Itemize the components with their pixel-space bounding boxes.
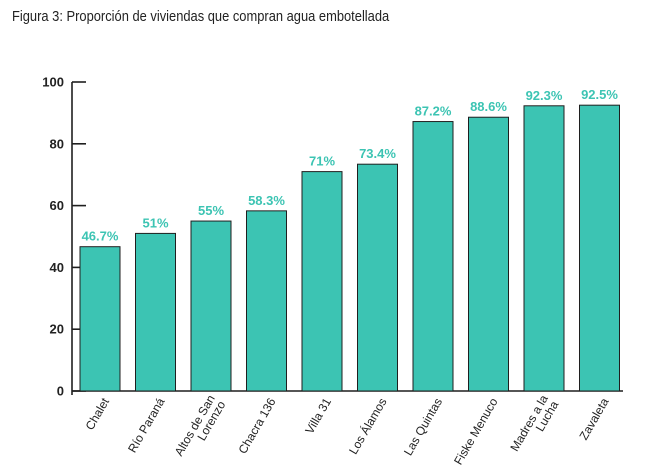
x-tick-label-line: Fiske Menuco bbox=[451, 395, 501, 467]
x-tick-label: Villa 31 bbox=[302, 395, 334, 436]
bar bbox=[468, 116, 509, 392]
x-tick-label-line: Villa 31 bbox=[302, 395, 334, 436]
data-label: 51% bbox=[142, 215, 168, 230]
x-tick-label-line: Los Álamos bbox=[345, 395, 389, 457]
y-tick-label: 0 bbox=[57, 384, 64, 399]
x-tick-label: Chalet bbox=[83, 395, 113, 433]
data-label: 58.3% bbox=[248, 193, 285, 208]
chart-bars bbox=[79, 104, 620, 392]
bar bbox=[579, 104, 620, 392]
chart-axes: 0 20 40 60 80 100 bbox=[42, 75, 623, 399]
x-tick-label: Zavaleta bbox=[576, 395, 611, 442]
x-tick-label-line: Chalet bbox=[83, 395, 113, 433]
bar bbox=[135, 232, 176, 392]
data-label: 71% bbox=[309, 154, 335, 169]
x-tick-label-line: Chacra 136 bbox=[235, 395, 278, 456]
x-tick-label: Los Álamos bbox=[345, 395, 389, 457]
bar bbox=[412, 121, 454, 392]
x-tick-label: Chacra 136 bbox=[235, 395, 278, 456]
bar bbox=[357, 163, 398, 392]
chart-data-labels: 46.7% 51% 55% 58.3% 71% 73.4% 87.2% 88.6% 92.3% 9… bbox=[82, 87, 619, 244]
x-tick-label-line: Zavaleta bbox=[576, 395, 611, 442]
data-label: 92.5% bbox=[581, 87, 618, 102]
data-label: 88.6% bbox=[470, 99, 507, 114]
bar bbox=[523, 105, 565, 392]
bar bbox=[79, 246, 121, 392]
figure-title: Figura 3: Proporción de viviendas que co… bbox=[12, 8, 390, 25]
data-label: 46.7% bbox=[82, 229, 119, 244]
y-tick-label: 100 bbox=[42, 75, 64, 90]
bar bbox=[246, 210, 287, 392]
data-label: 73.4% bbox=[359, 146, 396, 161]
y-tick-label: 80 bbox=[50, 136, 64, 151]
bar bbox=[301, 171, 343, 392]
x-tick-label: Las Quintas bbox=[401, 396, 445, 458]
y-tick-label: 20 bbox=[50, 322, 64, 337]
x-tick-label: Fiske Menuco bbox=[451, 395, 501, 467]
data-label: 87.2% bbox=[415, 104, 452, 119]
bar bbox=[190, 220, 232, 392]
x-tick-label-line: Río Paraná bbox=[125, 395, 168, 455]
data-label: 92.3% bbox=[526, 88, 563, 103]
data-label: 55% bbox=[198, 203, 224, 218]
x-tick-label: Río Paraná bbox=[125, 395, 168, 455]
x-tick-label-line: Las Quintas bbox=[401, 396, 445, 458]
y-tick-label: 40 bbox=[50, 260, 64, 275]
y-tick-label: 60 bbox=[50, 198, 64, 213]
